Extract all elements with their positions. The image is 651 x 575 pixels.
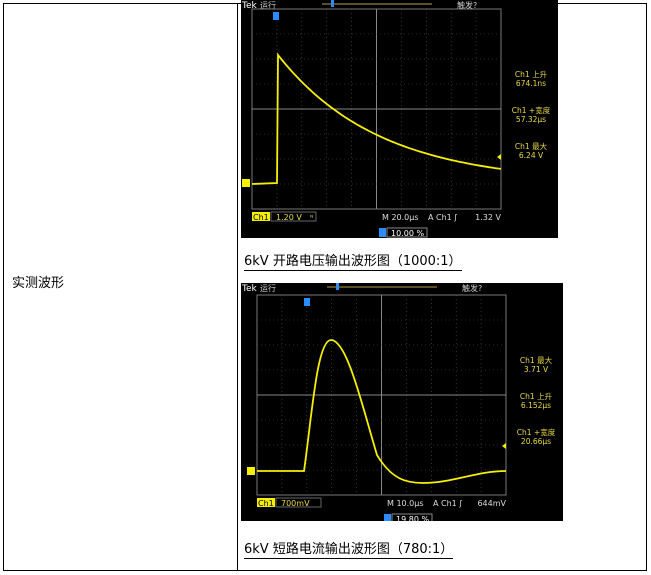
measurement-value: 57.32µs <box>516 115 546 124</box>
trigger-source: A Ch1 ʃ <box>433 499 462 508</box>
measurement-name: Ch1 最大 <box>515 141 548 151</box>
column-divider <box>237 3 238 571</box>
caption-open-circuit-voltage: 6kV 开路电压输出波形图（1000:1） <box>244 250 462 271</box>
channel1-ground-marker-icon <box>242 179 250 187</box>
oscilloscope-screenshot-open-circuit-voltage: Tek 运行 触发? Ch1 上升 674.1ns Ch1 +宽度 57.32µs Ch1 最… <box>241 0 558 238</box>
trigger-status: 触发? <box>457 0 477 10</box>
trigger-position-icon <box>273 12 279 20</box>
waveform-trace <box>251 52 502 185</box>
trigger-level-icon <box>502 443 506 449</box>
trigger-level: 644mV <box>477 499 506 508</box>
run-state: 运行 <box>260 0 276 10</box>
trigger-position-percent: 10.00 % <box>391 229 424 238</box>
measurement-name: Ch1 最大 <box>520 355 553 365</box>
measurement-value: 6.152µs <box>521 401 551 410</box>
brand-logo: Tek <box>241 284 258 294</box>
measurement-name: Ch1 +宽度 <box>512 105 551 115</box>
channel-label: Ch1 <box>253 213 269 222</box>
trigger-status: 触发? <box>462 283 482 293</box>
brand-logo: Tek <box>241 1 258 11</box>
oscilloscope-screenshot-short-circuit-current: Tek 运行 触发? Ch1 最大 3.71 V Ch1 上升 6.152µs Ch1 +宽度… <box>241 283 563 524</box>
measurement-name: Ch1 上升 <box>520 392 553 401</box>
measurement-value: 6.24 V <box>519 151 544 160</box>
measurement-value: 3.71 V <box>524 365 549 374</box>
run-state: 运行 <box>260 283 276 293</box>
trigger-source: A Ch1 ʃ <box>428 213 457 222</box>
trigger-position-icon <box>304 298 310 306</box>
graticule <box>256 294 507 496</box>
measurement-name: Ch1 上升 <box>515 70 548 79</box>
measurement-value: 674.1ns <box>516 79 546 88</box>
bandwidth-marker: ᴺ <box>310 214 313 222</box>
volts-per-div: 1.20 V <box>276 213 302 222</box>
measurement-name: Ch1 +宽度 <box>517 427 556 437</box>
waveform-trace <box>257 339 507 484</box>
trigger-level: 1.32 V <box>475 213 501 222</box>
timebase: M 10.0µs <box>387 499 424 508</box>
measurement-value: 20.66µs <box>521 437 551 446</box>
channel-label: Ch1 <box>258 499 274 508</box>
timebase: M 20.0µs <box>382 213 419 222</box>
row-label: 实测波形 <box>12 276 65 291</box>
trigger-position-percent: 19.80 % <box>396 515 429 521</box>
graticule <box>251 8 502 210</box>
volts-per-div: 700mV <box>281 499 310 508</box>
caption-short-circuit-current: 6kV 短路电流输出波形图（780:1） <box>244 538 454 559</box>
channel1-ground-marker-icon <box>247 467 255 475</box>
trigger-level-icon <box>497 154 501 160</box>
